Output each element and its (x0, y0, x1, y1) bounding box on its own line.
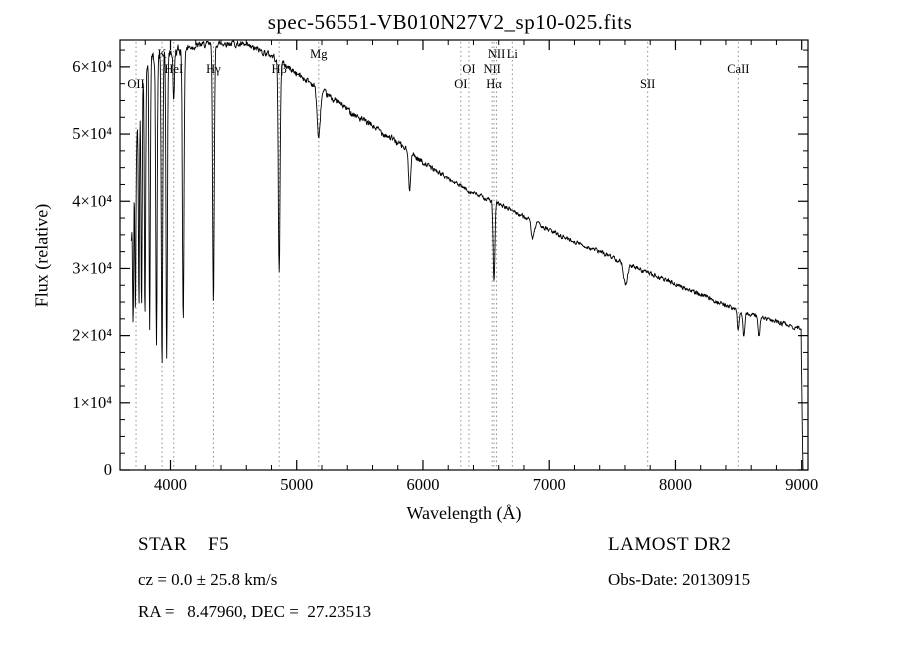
y-axis-tick-label: 6×10⁴ (72, 57, 112, 76)
y-axis-tick-label: 5×10⁴ (72, 124, 112, 143)
plot-frame (119, 39, 809, 471)
x-axis-tick-label: 4000 (154, 475, 187, 494)
x-axis-tick-label: 5000 (280, 475, 313, 494)
spectral-line-label: OI (454, 77, 467, 91)
plot-title: spec-56551-VB010N27V2_sp10-025.fits (267, 10, 633, 34)
survey-text: LAMOST DR2 (608, 534, 732, 555)
cz-text: cz = 0.0 ± 25.8 km/s (138, 570, 278, 589)
spectral-line-label: SII (640, 77, 655, 91)
spectral-line-label: K (158, 47, 167, 61)
spectral-line-label: Li (507, 47, 519, 61)
spectral-line-label: NII (483, 62, 500, 76)
y-axis-tick-label: 4×10⁴ (72, 191, 112, 210)
spectral-line-label: Mg (310, 47, 328, 61)
axes: 4000 5000 6000 7000 8000 9000 0 1×10⁴ 2×10⁴ 3×10⁴… (72, 39, 818, 494)
x-axis-tick-label: 9000 (785, 475, 818, 494)
spectral-line-label: Hβ (271, 62, 286, 76)
spectral-line-label: OI (462, 62, 475, 76)
y-axis-tick-label: 0 (104, 460, 112, 479)
x-axis-tick-label: 6000 (406, 475, 439, 494)
spectral-line-label: NII (488, 47, 505, 61)
y-axis-tick-label: 3×10⁴ (72, 258, 112, 277)
obs-date-text: Obs-Date: 20130915 (608, 570, 751, 589)
y-axis-tick-label: 1×10⁴ (72, 393, 112, 412)
x-axis-label: Wavelength (Å) (406, 503, 522, 523)
ra-dec-text: RA = 8.47960, DEC = 27.23513 (138, 602, 372, 621)
spectral-line-label: CaII (727, 62, 749, 76)
spectral-line-label: HeI (164, 62, 183, 76)
x-axis-tick-label: 8000 (659, 475, 692, 494)
spectral-line-label: OII (127, 77, 144, 91)
star-class-text: STAR F5 (138, 534, 230, 555)
y-axis-tick-label: 2×10⁴ (72, 326, 112, 345)
spectrum-path (130, 40, 804, 470)
spectral-line-label: Hα (486, 77, 502, 91)
spectral-line-label: Hγ (206, 62, 221, 76)
x-axis-tick-label: 7000 (533, 475, 566, 494)
